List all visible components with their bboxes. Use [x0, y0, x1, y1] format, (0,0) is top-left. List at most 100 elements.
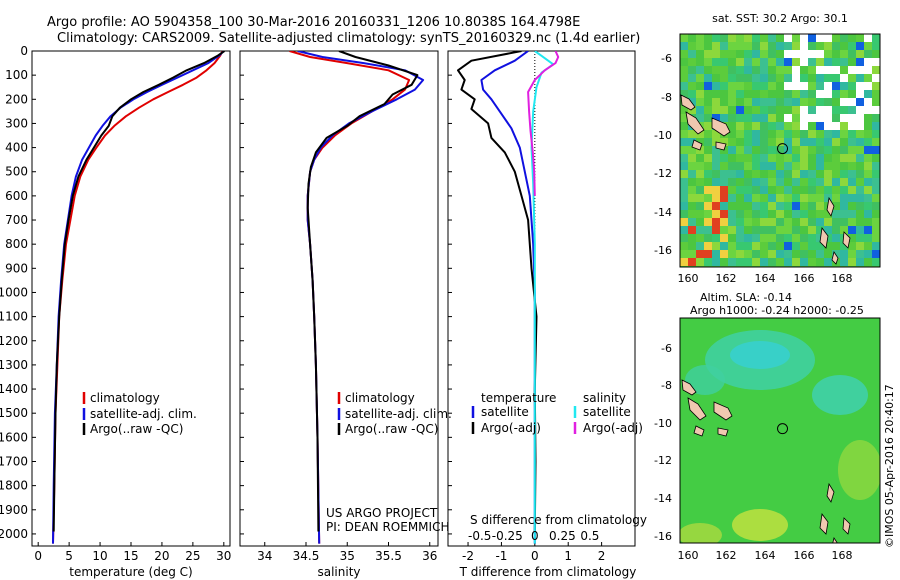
sst-cell: [824, 186, 832, 194]
sst-cell: [720, 82, 728, 90]
sst-cell: [768, 242, 776, 250]
sst-cell: [696, 98, 704, 106]
sst-cell: [832, 178, 840, 186]
temperature-xlabel: temperature (deg C): [69, 565, 192, 579]
sst-cell: [848, 218, 856, 226]
sst-cell: [688, 202, 696, 210]
salinity-lines: [289, 51, 425, 544]
sst-cell: [712, 114, 720, 122]
sst-cell: [776, 90, 784, 98]
sst-cell: [680, 202, 688, 210]
salinity-axes-frame: [239, 50, 439, 547]
sst-cell: [736, 66, 744, 74]
sst-cell: [816, 194, 824, 202]
sst-cell: [856, 194, 864, 202]
sst-cell: [736, 178, 744, 186]
sst-cell: [816, 186, 824, 194]
sst-cell: [840, 178, 848, 186]
sst-cell: [872, 250, 880, 258]
sst-cell: [720, 98, 728, 106]
sst-cell: [680, 146, 688, 154]
sst-cell: [696, 42, 704, 50]
sst-cell: [864, 194, 872, 202]
sst-cell: [768, 202, 776, 210]
sst-cell: [832, 50, 840, 58]
sst-cell: [856, 42, 864, 50]
sst-cell: [800, 138, 808, 146]
sst-cell: [704, 154, 712, 162]
sst-cell: [776, 122, 784, 130]
sst-cell: [840, 170, 848, 178]
y-tick-label: 1800: [0, 479, 28, 493]
sst-cell: [848, 226, 856, 234]
sst-cell: [864, 82, 872, 90]
sst-cell: [840, 250, 848, 258]
sst-cell: [792, 90, 800, 98]
sst-cell: [872, 138, 880, 146]
sst-cell: [856, 74, 864, 82]
sst-cell: [848, 186, 856, 194]
sst-cell: [816, 242, 824, 250]
sst-cell: [808, 170, 816, 178]
sst-cell: [840, 66, 848, 74]
sst-cell: [704, 106, 712, 114]
legend-label-argo: Argo(..raw -QC): [345, 422, 438, 436]
sst-cell: [736, 210, 744, 218]
sst-cell: [744, 58, 752, 66]
sst-cell: [760, 202, 768, 210]
lon-label: 168: [832, 272, 853, 285]
sst-cell: [728, 66, 736, 74]
sst-cell: [856, 34, 864, 42]
sst-cell: [696, 194, 704, 202]
sst-cell: [752, 242, 760, 250]
sst-cell: [848, 210, 856, 218]
sst-cell: [704, 226, 712, 234]
sst-cell: [856, 210, 864, 218]
sst-cell: [720, 154, 728, 162]
sst-cell: [808, 154, 816, 162]
sst-cell: [872, 74, 880, 82]
sst-cell: [744, 50, 752, 58]
sst-cell: [696, 90, 704, 98]
sst-cell: [688, 234, 696, 242]
sst-cell: [784, 130, 792, 138]
sst-cell: [776, 170, 784, 178]
sst-cell: [688, 98, 696, 106]
sst-cell: [696, 242, 704, 250]
sst-cell: [712, 74, 720, 82]
sst-cell: [712, 186, 720, 194]
sst-cell: [760, 138, 768, 146]
sst-cell: [728, 58, 736, 66]
sst-cell: [720, 186, 728, 194]
sst-cell: [856, 90, 864, 98]
sst-cell: [768, 130, 776, 138]
sst-cell: [840, 186, 848, 194]
x-tick-label: 30: [216, 549, 231, 563]
lon-label: 160: [678, 549, 699, 562]
sst-cell: [792, 82, 800, 90]
sst-cell: [680, 162, 688, 170]
y-tick-label: 800: [5, 237, 28, 251]
sst-cell: [728, 170, 736, 178]
sst-cell: [712, 154, 720, 162]
sst-cell: [872, 98, 880, 106]
sst-cell: [784, 186, 792, 194]
sst-cell: [832, 98, 840, 106]
sst-cell: [856, 226, 864, 234]
sst-cell: [768, 170, 776, 178]
difference-axes-frame: [447, 50, 636, 547]
sst-cell: [784, 210, 792, 218]
sst-cell: [736, 226, 744, 234]
sst-cell: [752, 194, 760, 202]
difference-depth-ticks: [448, 50, 452, 535]
sst-cell: [736, 74, 744, 82]
sst-cell: [736, 130, 744, 138]
sst-cell: [728, 114, 736, 122]
sst-cell: [688, 130, 696, 138]
sst-cell: [768, 258, 776, 266]
x-tick-label: 35.5: [375, 549, 402, 563]
sst-cell: [704, 138, 712, 146]
sst-cell: [848, 34, 856, 42]
sst-cell: [800, 154, 808, 162]
sst-cell: [776, 98, 784, 106]
